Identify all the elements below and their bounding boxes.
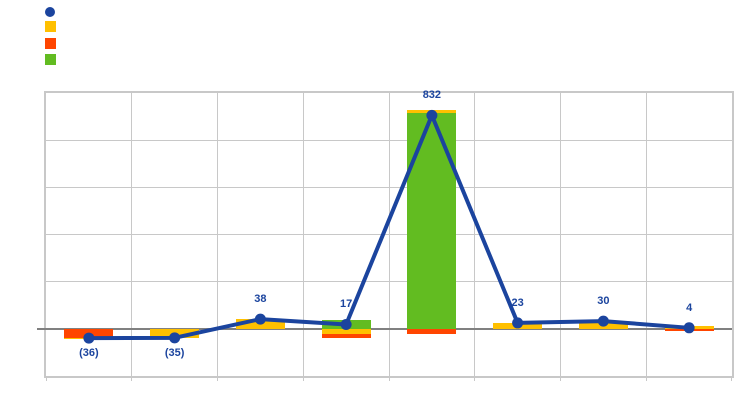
line-point-marker — [340, 318, 352, 330]
line-point-marker — [683, 322, 695, 334]
v-gridline — [560, 93, 561, 376]
v-gridline — [131, 93, 133, 376]
line-series-legend-marker-icon — [45, 7, 55, 17]
x-axis-tick — [388, 376, 390, 381]
legend-item-yellow-series — [45, 21, 62, 32]
yellow-series-legend-marker-icon — [45, 21, 56, 32]
data-label: 4 — [686, 301, 693, 314]
yellow-bar-segment — [321, 328, 371, 334]
data-label: 23 — [511, 296, 524, 309]
legend-item-orange-series — [45, 37, 62, 49]
line-point-marker — [254, 313, 266, 325]
x-axis-tick — [302, 376, 304, 381]
line-point-marker — [597, 315, 609, 327]
x-axis-tick — [131, 376, 133, 381]
line-series — [83, 109, 695, 344]
x-axis-tick — [217, 376, 218, 381]
legend-item-line-series — [45, 7, 61, 17]
line-point-marker — [83, 332, 95, 344]
plot-inner: (36) (35) 38 17 832 23 30 4 — [37, 89, 732, 381]
v-gridline — [645, 93, 647, 376]
data-label: (36) — [79, 347, 99, 360]
green-bar-segment — [407, 112, 457, 329]
x-axis-tick — [560, 376, 561, 381]
x-axis-tick — [474, 376, 476, 381]
data-label: 38 — [254, 293, 267, 306]
orange-bar-segment — [407, 328, 457, 335]
line-path — [88, 113, 690, 341]
orange-bar-segment — [321, 333, 371, 338]
data-label: 30 — [597, 295, 610, 308]
x-axis-tick — [46, 376, 47, 381]
v-gridline — [474, 93, 476, 376]
line-point-marker — [169, 332, 181, 344]
data-label: (35) — [164, 346, 185, 359]
v-gridline — [388, 93, 390, 376]
green-series-legend-marker-icon — [45, 53, 56, 65]
legend-item-green-series — [45, 53, 62, 65]
data-label: 832 — [422, 89, 442, 102]
plot-area: (36) (35) 38 17 832 23 30 4 — [37, 89, 734, 381]
data-label: 17 — [340, 298, 353, 311]
line-point-marker — [426, 109, 438, 121]
orange-series-legend-marker-icon — [45, 37, 56, 49]
v-gridline — [217, 93, 218, 376]
v-gridline — [302, 93, 304, 376]
zero-axis-line — [37, 327, 732, 330]
line-point-marker — [512, 317, 524, 329]
x-axis-tick — [731, 376, 732, 381]
x-axis-tick — [645, 376, 647, 381]
